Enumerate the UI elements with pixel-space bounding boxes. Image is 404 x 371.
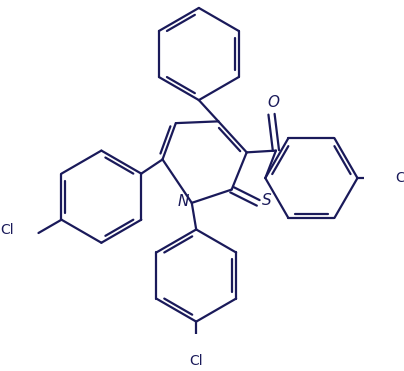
Text: Cl: Cl [0,223,14,237]
Text: S: S [262,193,272,208]
Text: N: N [177,194,189,209]
Text: O: O [267,95,279,110]
Text: Cl: Cl [396,171,404,185]
Text: Cl: Cl [189,354,203,368]
